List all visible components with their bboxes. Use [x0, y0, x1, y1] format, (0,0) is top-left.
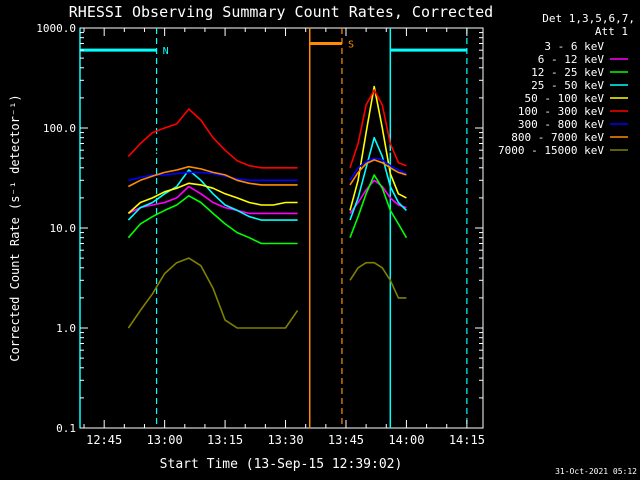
series-line-7-0	[128, 165, 298, 188]
annotation-layer: NS	[79, 28, 468, 428]
series-line-5-0	[127, 108, 298, 169]
legend-label-3: 25 - 50 keV	[531, 79, 604, 92]
series-line-0-1	[349, 150, 407, 167]
legend-label-4: 50 - 100 keV	[525, 92, 605, 105]
flag-label-0: N	[163, 46, 169, 57]
y-tick-label-4: 1000.0	[36, 22, 76, 35]
legend-header-line-2: Att 1	[595, 25, 628, 38]
legend-label-0: 3 - 6 keV	[544, 40, 604, 53]
x-tick-label-4: 13:45	[328, 433, 364, 447]
series-line-4-1	[349, 85, 407, 211]
series-line-4-0	[127, 182, 298, 214]
series-line-8-1	[349, 261, 407, 299]
series-line-3-1	[349, 136, 407, 221]
series-line-1-1	[349, 179, 407, 214]
x-tick-label-5: 14:00	[388, 433, 424, 447]
x-tick-label-6: 14:15	[449, 433, 485, 447]
y-tick-label-2: 10.0	[50, 222, 77, 235]
timestamp: 31-Oct-2021 05:12	[555, 467, 637, 476]
series-line-7-1	[349, 159, 407, 186]
legend-label-1: 6 - 12 keV	[538, 53, 605, 66]
x-tick-label-2: 13:15	[207, 433, 243, 447]
legend-label-7: 800 - 7000 keV	[511, 131, 604, 144]
series-line-3-0	[127, 169, 298, 221]
x-tick-label-3: 13:30	[267, 433, 303, 447]
series-line-1-0	[128, 185, 298, 215]
legend-label-5: 100 - 300 keV	[518, 105, 604, 118]
plot-frame	[79, 27, 484, 429]
legend-header-line-1: Det 1,3,5,6,7,	[542, 12, 635, 25]
flag-label-2: S	[348, 39, 354, 50]
series-layer	[127, 85, 408, 329]
y-tick-label-3: 100.0	[43, 122, 76, 135]
series-line-5-1	[349, 89, 407, 169]
series-line-6-1	[349, 157, 407, 181]
series-line-8-0	[127, 257, 299, 329]
x-tick-label-1: 13:00	[147, 433, 183, 447]
series-line-0-0	[128, 149, 298, 154]
x-axis-label: Start Time (13-Sep-15 12:39:02)	[160, 457, 403, 472]
legend-label-2: 12 - 25 keV	[531, 66, 604, 79]
series-line-2-1	[349, 174, 408, 239]
legend-label-8: 7000 - 15000 keV	[498, 144, 604, 157]
chart-title: RHESSI Observing Summary Count Rates, Co…	[69, 3, 493, 21]
axis-layer: 0.1 1.0 10.0 100.0 1000.0 12:45 13:00 13:15 13:3…	[36, 22, 485, 447]
series-line-2-0	[127, 195, 298, 245]
y-axis-label: Corrected Count Rate (s⁻¹ detector⁻¹)	[8, 94, 22, 361]
y-tick-label-0: 0.1	[56, 422, 76, 435]
x-tick-label-0: 12:45	[86, 433, 122, 447]
legend-label-6: 300 - 800 keV	[518, 118, 604, 131]
y-tick-label-1: 1.0	[56, 322, 76, 335]
